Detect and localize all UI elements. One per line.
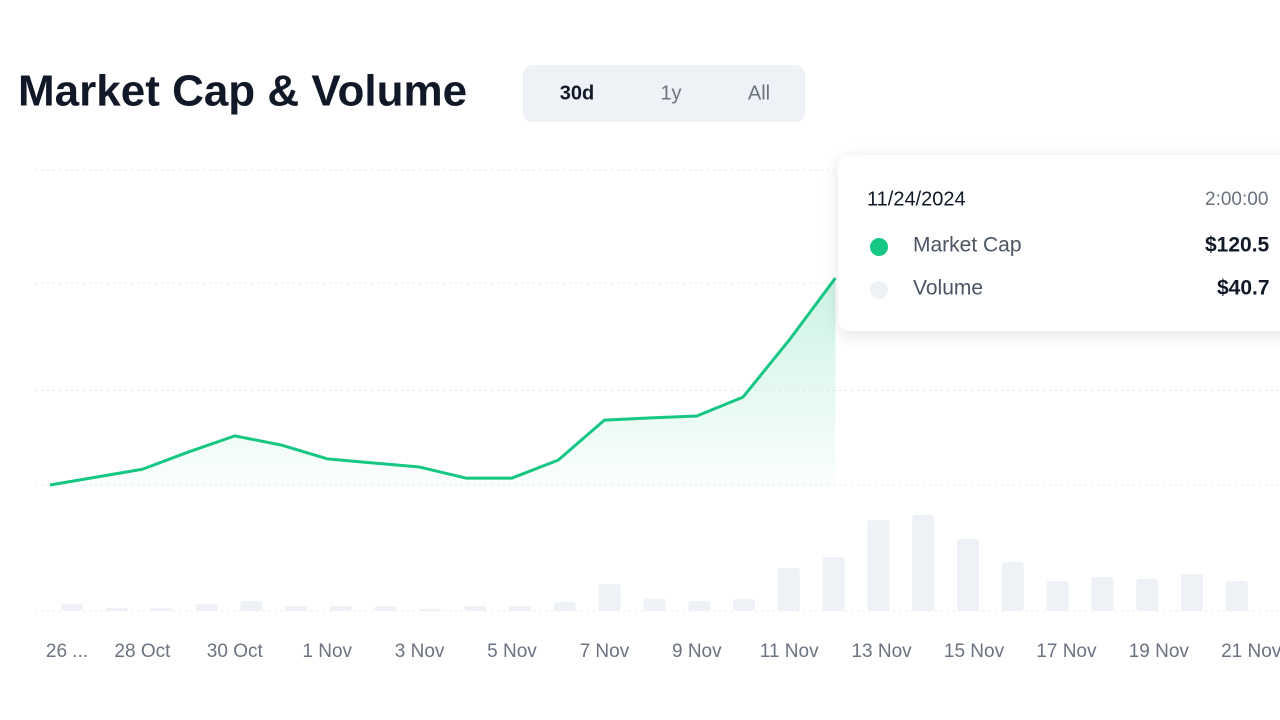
tooltip bbox=[838, 155, 1280, 331]
tab[interactable]: All bbox=[748, 82, 770, 104]
x-tick-label: 13 Nov bbox=[851, 641, 912, 662]
volume-bar bbox=[61, 604, 83, 611]
volume-bar bbox=[1136, 579, 1159, 611]
volume-bar bbox=[688, 601, 711, 611]
tooltip-date: 11/24/2024 bbox=[867, 188, 966, 210]
volume-bar bbox=[329, 606, 352, 611]
volume-bar bbox=[285, 606, 307, 611]
volume-bar bbox=[553, 602, 576, 611]
x-tick-label: 26 ... bbox=[46, 641, 88, 662]
x-tick-label: 19 Nov bbox=[1129, 641, 1190, 662]
x-tick-label: 1 Nov bbox=[302, 641, 352, 662]
volume-bar bbox=[777, 568, 800, 611]
volume-bar bbox=[464, 606, 487, 611]
area bbox=[50, 278, 836, 485]
chart-title: Market Cap & Volume bbox=[18, 67, 467, 116]
volume-bar bbox=[1001, 562, 1024, 611]
volume-bar bbox=[598, 584, 621, 611]
x-tick-label: 21 Nov bbox=[1221, 641, 1280, 662]
x-tick-label: 15 Nov bbox=[944, 641, 1005, 662]
tab[interactable]: 30d bbox=[560, 82, 594, 104]
x-tick-label: 9 Nov bbox=[672, 641, 722, 662]
x-tick-label: 17 Nov bbox=[1036, 641, 1097, 662]
volume-bar bbox=[195, 604, 218, 611]
volume-bar bbox=[733, 599, 755, 611]
volume-bar bbox=[1091, 577, 1114, 611]
volume-bar bbox=[822, 557, 845, 611]
volume-bar bbox=[1046, 581, 1069, 611]
x-tick-label: 11 Nov bbox=[760, 641, 819, 662]
volume-bar bbox=[150, 608, 173, 611]
tab-group bbox=[523, 65, 805, 122]
market-cap-line bbox=[49, 277, 837, 487]
volume-bar bbox=[1225, 581, 1248, 611]
volume-bar bbox=[867, 520, 890, 611]
volume-bar bbox=[374, 606, 397, 611]
legend-dot bbox=[868, 236, 890, 258]
x-tick-label: 30 Oct bbox=[207, 641, 264, 662]
volume-bar bbox=[105, 608, 128, 611]
volume-bar bbox=[912, 515, 935, 611]
x-tick-label: 28 Oct bbox=[114, 641, 171, 662]
tooltip-value: $120.5 bbox=[1205, 234, 1270, 257]
volume-bar bbox=[419, 609, 442, 611]
x-tick-label: 5 Nov bbox=[487, 641, 537, 662]
volume-bar bbox=[1181, 574, 1203, 611]
x-tick-label: 7 Nov bbox=[580, 641, 630, 662]
legend-dot bbox=[868, 279, 890, 301]
tooltip-value: $40.7 bbox=[1217, 277, 1270, 300]
x-tick-label: 3 Nov bbox=[395, 641, 445, 662]
legend-label: Market Cap bbox=[913, 234, 1022, 257]
legend-label: Volume bbox=[913, 277, 983, 300]
volume-bar bbox=[643, 599, 666, 611]
tooltip-time: 2:00:00 bbox=[1205, 189, 1268, 210]
volume-bar bbox=[509, 606, 531, 611]
tab[interactable]: 1y bbox=[660, 82, 681, 104]
volume-bar bbox=[240, 601, 263, 611]
volume-bar bbox=[957, 539, 979, 611]
